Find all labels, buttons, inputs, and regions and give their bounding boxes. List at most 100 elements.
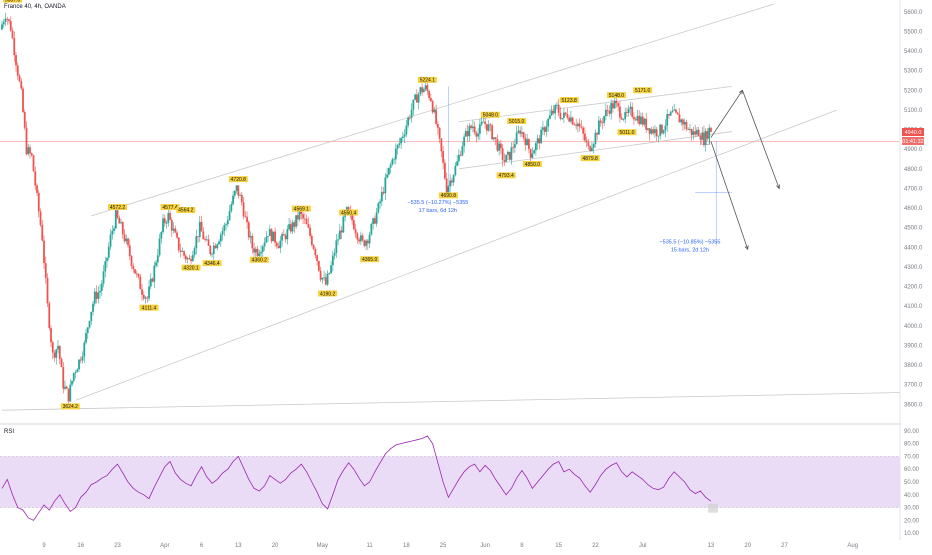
candle-body — [429, 98, 432, 102]
swing-label-bg — [60, 403, 80, 410]
candle-body — [629, 106, 632, 109]
price-tick-label: 3800.0 — [904, 363, 923, 369]
candle-body — [664, 125, 667, 131]
candle-body — [633, 116, 635, 120]
candle-body — [659, 124, 662, 136]
candle-body — [421, 87, 424, 93]
time-tick-label: 27 — [781, 543, 788, 549]
swing-label: 4577.4 — [162, 205, 178, 211]
candle-body — [624, 112, 627, 120]
candle-body — [97, 292, 100, 299]
candle-body — [277, 245, 280, 249]
rsi-axis: 10.00 20.00 30.00 40.00 50.00 60.00 70.00 80.00… — [904, 429, 920, 537]
time-tick-label: Apr — [160, 543, 169, 549]
swing-label-bg — [3, 0, 23, 3]
candle-body — [146, 297, 149, 299]
projection-arrow-line — [710, 90, 743, 138]
candle-body — [471, 126, 474, 129]
candle-body — [359, 235, 362, 242]
candle-body — [228, 211, 231, 221]
swing-label-bg — [580, 155, 600, 162]
candle-body — [375, 212, 378, 224]
candle-body — [461, 146, 464, 156]
candle-body — [18, 75, 21, 82]
candle-body — [452, 175, 455, 183]
candle-body — [176, 232, 178, 238]
candle-body — [55, 349, 58, 358]
candle-body — [219, 234, 222, 242]
candle-body — [501, 148, 504, 160]
candle-body — [179, 250, 182, 252]
candle-body — [478, 124, 481, 134]
candle-body — [549, 115, 551, 119]
swing-label: 4365.0 — [362, 257, 378, 263]
candle-body — [662, 130, 665, 134]
candle-body — [247, 222, 250, 238]
candle-body — [401, 136, 404, 138]
candle-body — [564, 112, 567, 115]
candle-body — [508, 151, 511, 160]
candle-body — [132, 265, 135, 270]
swing-label-bg — [633, 87, 653, 94]
time-tick-label: Aug — [847, 543, 858, 549]
candle-body — [594, 132, 597, 145]
candle-body — [370, 223, 373, 235]
candle-body — [88, 320, 91, 328]
time-tick-label: 13 — [708, 543, 715, 549]
candle-body — [696, 129, 698, 135]
time-tick-label: 6 — [200, 543, 204, 549]
candle-body — [685, 121, 688, 130]
candle-body — [536, 138, 539, 144]
candle-body — [608, 110, 611, 114]
candle-body — [328, 273, 331, 274]
candle-body — [619, 106, 621, 118]
candle-body — [599, 120, 602, 123]
price-tick-label: 4600.0 — [904, 206, 923, 212]
candle-body — [589, 146, 592, 151]
candle-body — [512, 147, 515, 149]
candle-body — [240, 194, 243, 203]
candle-body — [321, 277, 324, 280]
candle-body — [338, 230, 341, 240]
candle-body — [498, 143, 501, 151]
candle-body — [197, 236, 199, 237]
projection-arrow-head — [744, 245, 749, 251]
swing-label: 5224.1 — [420, 78, 436, 84]
price-labels: 5637.6 3624.2 4572.2 4111.4 4577.4 4564.2 4320… — [3, 0, 732, 410]
candle-body — [697, 129, 700, 137]
candle-body — [456, 161, 459, 166]
candle-body — [177, 237, 180, 251]
swing-label-bg — [339, 209, 359, 216]
candle-body — [65, 386, 68, 389]
candle-body — [43, 240, 45, 264]
candle-body — [610, 103, 613, 114]
candle-body — [384, 177, 387, 194]
candle-body — [233, 191, 236, 196]
candle-body — [408, 117, 411, 119]
swing-label: 5048.0 — [483, 113, 499, 119]
swing-label: 4190.2 — [320, 291, 336, 297]
candle-body — [293, 222, 296, 227]
candle-body — [128, 245, 131, 257]
candle-body — [260, 251, 262, 254]
candle-body — [387, 167, 390, 175]
candle-body — [606, 109, 609, 111]
candle-body — [605, 109, 607, 117]
swing-label: 5015.0 — [509, 119, 525, 125]
candle-body — [431, 101, 434, 113]
candle-body — [279, 240, 282, 249]
rsi-tick-label: 80.00 — [904, 442, 920, 448]
candle-body — [74, 372, 77, 374]
candle-body — [298, 210, 301, 220]
candle-body — [41, 225, 44, 241]
candle-body — [106, 257, 108, 262]
candle-body — [165, 222, 168, 224]
candle-body — [11, 30, 14, 38]
candle-body — [389, 164, 392, 168]
candle-body — [449, 180, 452, 187]
candle-body — [678, 114, 681, 123]
candle-body — [591, 147, 593, 151]
candle-body — [118, 217, 121, 224]
rsi-tick-label: 40.00 — [904, 493, 920, 499]
candle-body — [310, 235, 313, 245]
